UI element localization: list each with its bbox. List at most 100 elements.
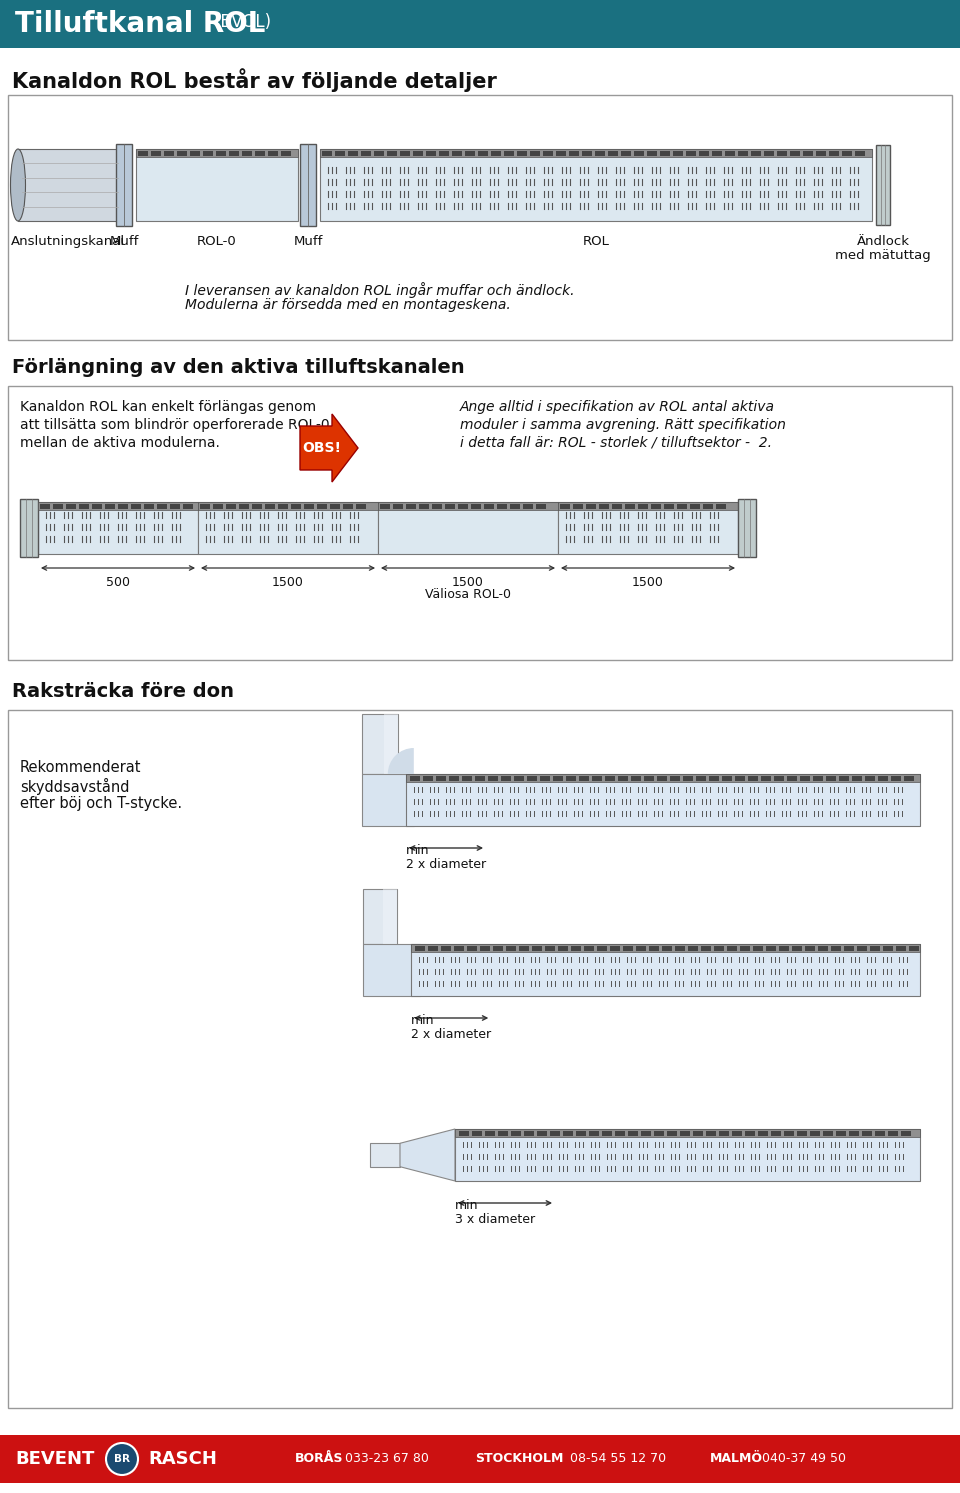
Bar bbox=[413, 151, 423, 155]
Bar bbox=[378, 502, 558, 554]
Bar bbox=[803, 151, 813, 155]
Bar bbox=[813, 775, 823, 781]
Bar bbox=[383, 888, 396, 944]
Bar bbox=[419, 503, 429, 509]
Text: Ange alltid i specifikation av ROL antal aktiva: Ange alltid i specifikation av ROL antal… bbox=[460, 400, 775, 414]
Bar bbox=[198, 502, 378, 511]
Bar bbox=[445, 503, 455, 509]
Bar bbox=[667, 1130, 677, 1136]
Bar bbox=[608, 151, 618, 155]
Bar bbox=[709, 775, 719, 781]
Text: BR: BR bbox=[114, 1454, 130, 1465]
Bar bbox=[810, 1130, 820, 1136]
Bar bbox=[654, 1130, 664, 1136]
Bar bbox=[118, 503, 128, 509]
Text: Muff: Muff bbox=[109, 234, 138, 248]
Bar bbox=[411, 944, 920, 996]
Bar bbox=[823, 1130, 833, 1136]
Bar bbox=[213, 503, 223, 509]
Bar bbox=[320, 149, 872, 221]
Bar bbox=[693, 1130, 703, 1136]
Bar bbox=[636, 945, 646, 951]
Text: Kanaldon ROL kan enkelt förlängas genom: Kanaldon ROL kan enkelt förlängas genom bbox=[20, 400, 316, 414]
Bar bbox=[151, 151, 161, 155]
Bar bbox=[818, 945, 828, 951]
Text: 1500: 1500 bbox=[452, 576, 484, 590]
Bar bbox=[343, 503, 353, 509]
Text: BORÅS: BORÅS bbox=[295, 1453, 344, 1466]
Bar bbox=[766, 945, 777, 951]
Bar bbox=[738, 499, 756, 557]
Bar bbox=[615, 1130, 625, 1136]
Text: min: min bbox=[406, 844, 429, 857]
Bar bbox=[465, 151, 475, 155]
Bar bbox=[252, 503, 262, 509]
Text: 040-37 49 50: 040-37 49 50 bbox=[762, 1453, 846, 1466]
Bar bbox=[855, 151, 865, 155]
Bar bbox=[138, 151, 148, 155]
Text: 08-54 55 12 70: 08-54 55 12 70 bbox=[570, 1453, 666, 1466]
Bar bbox=[38, 502, 198, 511]
Bar bbox=[53, 503, 63, 509]
Bar bbox=[901, 1130, 911, 1136]
Bar bbox=[662, 945, 672, 951]
Bar bbox=[498, 1130, 508, 1136]
Bar bbox=[716, 503, 726, 509]
Bar bbox=[462, 775, 472, 781]
Bar bbox=[497, 503, 507, 509]
Bar bbox=[649, 945, 660, 951]
Bar bbox=[625, 503, 635, 509]
Bar bbox=[842, 151, 852, 155]
Bar bbox=[595, 151, 605, 155]
Text: Anslutningskanal: Anslutningskanal bbox=[11, 234, 125, 248]
Bar bbox=[670, 775, 680, 781]
Bar bbox=[449, 775, 459, 781]
Bar bbox=[406, 773, 920, 826]
Bar bbox=[190, 151, 200, 155]
Bar bbox=[865, 775, 875, 781]
Bar bbox=[304, 503, 314, 509]
Bar bbox=[634, 151, 644, 155]
Bar bbox=[183, 503, 193, 509]
Bar bbox=[524, 1130, 534, 1136]
Bar bbox=[761, 775, 771, 781]
Bar bbox=[904, 775, 914, 781]
Bar bbox=[200, 503, 210, 509]
Bar bbox=[862, 1130, 872, 1136]
Bar bbox=[605, 775, 615, 781]
Bar bbox=[348, 151, 358, 155]
Bar bbox=[471, 503, 481, 509]
Bar bbox=[164, 151, 174, 155]
Bar bbox=[362, 714, 398, 773]
Bar bbox=[611, 945, 620, 951]
Bar bbox=[657, 775, 667, 781]
Bar bbox=[216, 151, 226, 155]
Bar bbox=[644, 775, 654, 781]
Bar bbox=[393, 503, 403, 509]
Bar bbox=[530, 151, 540, 155]
Bar bbox=[506, 945, 516, 951]
Bar bbox=[651, 503, 661, 509]
Bar bbox=[563, 1130, 573, 1136]
Bar bbox=[586, 503, 596, 509]
Bar bbox=[415, 945, 425, 951]
Bar bbox=[688, 945, 698, 951]
Bar bbox=[579, 775, 589, 781]
Bar bbox=[728, 945, 737, 951]
Bar bbox=[400, 151, 410, 155]
Bar bbox=[504, 151, 514, 155]
Bar bbox=[566, 775, 576, 781]
Bar bbox=[478, 151, 488, 155]
Bar bbox=[764, 151, 774, 155]
Bar bbox=[511, 1130, 521, 1136]
Bar bbox=[485, 1130, 495, 1136]
Bar bbox=[378, 502, 558, 511]
Bar bbox=[638, 503, 648, 509]
Bar bbox=[374, 151, 384, 155]
Bar bbox=[239, 503, 249, 509]
Bar bbox=[891, 775, 901, 781]
Bar bbox=[18, 149, 118, 221]
Bar bbox=[8, 96, 952, 340]
Bar bbox=[40, 503, 50, 509]
Bar bbox=[748, 775, 758, 781]
